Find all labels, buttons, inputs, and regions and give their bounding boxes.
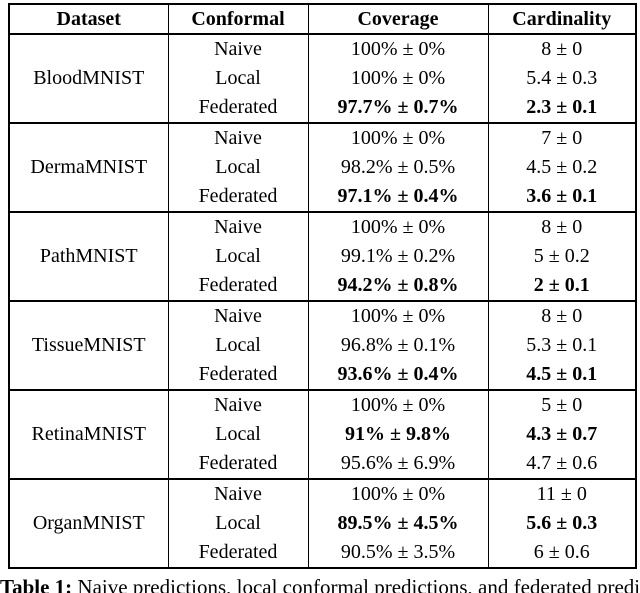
coverage-cell: 100% ± 0%	[307, 34, 489, 64]
cardinality-cell: 5.3 ± 0.1	[487, 331, 637, 360]
column-header-cardinality: Cardinality	[487, 4, 637, 35]
conformal-cell: Local	[167, 242, 309, 271]
cardinality-cell: 11 ± 0	[487, 479, 637, 509]
conformal-cell: Naive	[167, 34, 309, 64]
table-row: Local 100% ± 0% 5.4 ± 0.3	[9, 64, 637, 93]
caption-text: Naive predictions, local conformal predi…	[77, 575, 640, 593]
coverage-cell: 100% ± 0%	[307, 301, 489, 331]
table-row: PathMNIST Naive 100% ± 0% 8 ± 0	[8, 212, 637, 301]
conformal-cell: Naive	[167, 123, 309, 153]
dataset-name: TissueMNIST	[8, 301, 169, 390]
cardinality-cell: 5.6 ± 0.3	[487, 509, 637, 538]
dataset-group-pathmnist: PathMNIST Naive 100% ± 0% 8 ± 0 Local 99…	[8, 212, 637, 301]
conformal-cell: Federated	[167, 182, 309, 212]
coverage-cell: 98.2% ± 0.5%	[307, 153, 489, 182]
coverage-cell: 100% ± 0%	[307, 123, 489, 153]
conformal-cell: Federated	[167, 449, 309, 479]
conformal-cell: Federated	[167, 93, 309, 123]
cardinality-cell: 5 ± 0	[487, 390, 637, 420]
dataset-group-tissuemnist: TissueMNIST Naive 100% ± 0% 8 ± 0 Local …	[8, 301, 637, 390]
conformal-cell: Federated	[167, 538, 309, 568]
coverage-cell: 97.7% ± 0.7%	[307, 93, 489, 123]
conformal-cell: Local	[167, 153, 309, 182]
coverage-cell: 97.1% ± 0.4%	[307, 182, 489, 212]
dataset-name: RetinaMNIST	[8, 390, 169, 479]
dataset-name: OrganMNIST	[8, 479, 169, 568]
conformal-cell: Naive	[167, 301, 309, 331]
cardinality-cell: 5 ± 0.2	[487, 242, 637, 271]
table-row: Local 99.1% ± 0.2% 5 ± 0.2	[9, 242, 637, 271]
coverage-cell: 100% ± 0%	[307, 390, 489, 420]
conformal-cell: Local	[167, 331, 309, 360]
cardinality-cell: 6 ± 0.6	[487, 538, 637, 568]
dataset-group-retinamnist: RetinaMNIST Naive 100% ± 0% 5 ± 0 Local …	[8, 390, 637, 479]
cardinality-cell: 8 ± 0	[487, 301, 637, 331]
coverage-cell: 95.6% ± 6.9%	[307, 449, 489, 479]
table-header-row: Dataset Conformal Coverage Cardinality	[8, 4, 637, 35]
coverage-cell: 99.1% ± 0.2%	[307, 242, 489, 271]
table-row: Federated 93.6% ± 0.4% 4.5 ± 0.1	[9, 360, 637, 390]
conformal-cell: Naive	[167, 390, 309, 420]
conformal-cell: Federated	[167, 271, 309, 301]
conformal-cell: Local	[167, 420, 309, 449]
column-header-dataset: Dataset	[8, 4, 169, 35]
coverage-cell: 100% ± 0%	[307, 212, 489, 242]
table-row: TissueMNIST Naive 100% ± 0% 8 ± 0	[8, 301, 637, 390]
table-row: DermaMNIST Naive 100% ± 0% 7 ± 0	[8, 123, 637, 212]
cardinality-cell: 5.4 ± 0.3	[487, 64, 637, 93]
cardinality-cell: 2.3 ± 0.1	[487, 93, 637, 123]
table-row: Local 96.8% ± 0.1% 5.3 ± 0.1	[9, 331, 637, 360]
table-row: Federated 95.6% ± 6.9% 4.7 ± 0.6	[9, 449, 637, 479]
results-table: Dataset Conformal Coverage Cardinality B…	[8, 3, 637, 569]
table-row: Local 89.5% ± 4.5% 5.6 ± 0.3	[9, 509, 637, 538]
table-row: Local 98.2% ± 0.5% 4.5 ± 0.2	[9, 153, 637, 182]
cardinality-cell: 2 ± 0.1	[487, 271, 637, 301]
table-row: Federated 90.5% ± 3.5% 6 ± 0.6	[9, 538, 637, 568]
coverage-cell: 90.5% ± 3.5%	[307, 538, 489, 568]
caption-label: Table 1:	[0, 575, 73, 593]
conformal-cell: Federated	[167, 360, 309, 390]
dataset-group-dermamnist: DermaMNIST Naive 100% ± 0% 7 ± 0 Local 9…	[8, 123, 637, 212]
cardinality-cell: 4.3 ± 0.7	[487, 420, 637, 449]
table-row: Federated 97.1% ± 0.4% 3.6 ± 0.1	[9, 182, 637, 212]
table-row: RetinaMNIST Naive 100% ± 0% 5 ± 0	[8, 390, 637, 479]
cardinality-cell: 4.5 ± 0.2	[487, 153, 637, 182]
dataset-name: PathMNIST	[8, 212, 169, 301]
coverage-cell: 96.8% ± 0.1%	[307, 331, 489, 360]
dataset-name: DermaMNIST	[8, 123, 169, 212]
coverage-cell: 100% ± 0%	[307, 64, 489, 93]
column-header-coverage: Coverage	[307, 4, 489, 35]
coverage-cell: 89.5% ± 4.5%	[307, 509, 489, 538]
cardinality-cell: 8 ± 0	[487, 212, 637, 242]
conformal-cell: Naive	[167, 212, 309, 242]
table-row: Federated 94.2% ± 0.8% 2 ± 0.1	[9, 271, 637, 301]
column-header-conformal: Conformal	[167, 4, 309, 35]
cardinality-cell: 3.6 ± 0.1	[487, 182, 637, 212]
dataset-group-organmnist: OrganMNIST Naive 100% ± 0% 11 ± 0 Local …	[8, 479, 637, 568]
conformal-cell: Local	[167, 509, 309, 538]
coverage-cell: 93.6% ± 0.4%	[307, 360, 489, 390]
coverage-cell: 100% ± 0%	[307, 479, 489, 509]
cardinality-cell: 4.5 ± 0.1	[487, 360, 637, 390]
table-row: OrganMNIST Naive 100% ± 0% 11 ± 0	[8, 479, 637, 568]
cardinality-cell: 4.7 ± 0.6	[487, 449, 637, 479]
cardinality-cell: 7 ± 0	[487, 123, 637, 153]
dataset-name: BloodMNIST	[8, 34, 169, 123]
dataset-group-bloodmnist: BloodMNIST Naive 100% ± 0% 8 ± 0 Local 1…	[8, 34, 637, 123]
coverage-cell: 91% ± 9.8%	[307, 420, 489, 449]
conformal-cell: Naive	[167, 479, 309, 509]
table-row: Local 91% ± 9.8% 4.3 ± 0.7	[9, 420, 637, 449]
table-row: BloodMNIST Naive 100% ± 0% 8 ± 0	[8, 34, 637, 123]
cardinality-cell: 8 ± 0	[487, 34, 637, 64]
conformal-cell: Local	[167, 64, 309, 93]
table-caption: Table 1: Naive predictions, local confor…	[0, 574, 640, 593]
table-row: Federated 97.7% ± 0.7% 2.3 ± 0.1	[9, 93, 637, 123]
coverage-cell: 94.2% ± 0.8%	[307, 271, 489, 301]
